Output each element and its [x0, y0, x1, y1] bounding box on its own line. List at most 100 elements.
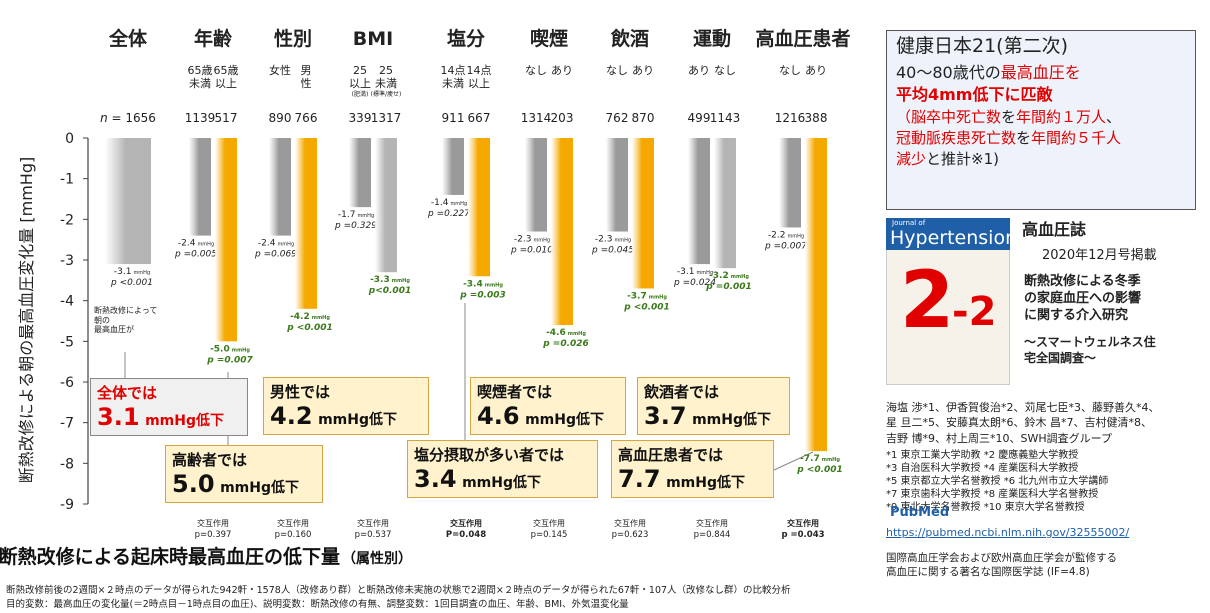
value-label: -1.4 mmHg — [431, 198, 467, 208]
journal-title: 高血圧誌 — [1022, 220, 1087, 239]
value-number: -4.2 — [290, 312, 310, 322]
bar — [105, 138, 151, 265]
callout-unit: mmHg低下 — [525, 412, 605, 428]
callout-title: 高血圧患者では — [618, 446, 724, 464]
callout-title: 喫煙者では — [477, 383, 553, 401]
callout-unit: mmHg低下 — [692, 412, 772, 428]
group-label: 運動 — [692, 28, 732, 50]
callout-unit: mmHg低下 — [318, 412, 398, 428]
summary-line: 冠動脈疾患死亡数を年間約５千人 — [896, 128, 1121, 149]
bar-label: なし — [606, 64, 628, 77]
interaction-p: p=0.844 — [693, 530, 731, 540]
value-label: -3.3 mmHg — [370, 275, 410, 285]
bar-label: 65歳 以上 — [213, 64, 239, 91]
summary-line: 減少と推計※1) — [896, 149, 1121, 170]
callout-title: 飲酒者では — [644, 383, 720, 401]
interaction-label: 交互作用 — [696, 519, 728, 528]
value-unit: mmHg — [232, 347, 251, 353]
journal-of: Journal of — [892, 219, 926, 227]
value-label: -4.2 mmHg — [290, 312, 330, 322]
value-label: -4.6 mmHg — [546, 328, 586, 338]
summary-segment: 年間約１万人 — [1016, 107, 1107, 126]
summary-title: 健康日本21(第二次) — [896, 35, 1069, 57]
interaction-label: 交互作用 — [197, 519, 229, 528]
bar-label: 65歳 未満 — [187, 64, 213, 91]
y-tick-label: -2 — [60, 212, 74, 228]
value-label: -3.1 mmHg — [114, 267, 150, 277]
value-number: -1.7 — [338, 210, 356, 220]
value-unit: mmHg — [568, 331, 587, 337]
value-number: -3.3 — [370, 275, 390, 285]
y-axis-title: 断熱改修による朝の最高血圧変化量 [mmHg] — [17, 157, 36, 483]
p-label: p =0.005 — [174, 250, 217, 260]
bar — [779, 138, 801, 228]
summary-box — [886, 30, 1196, 210]
callout-value: 4.6 — [477, 402, 520, 430]
n-value: 203 — [550, 111, 574, 125]
callout-unit: mmHg低下 — [462, 475, 542, 491]
p-label: p =0.003 — [459, 290, 506, 300]
value-label: -2.3 mmHg — [595, 235, 631, 245]
n-value: 1317 — [370, 111, 402, 125]
value-unit: mmHg — [133, 270, 150, 276]
bar-label: 25 未満 — [375, 64, 397, 91]
callout-line: 5.0 mmHg低下 — [172, 470, 316, 498]
journal-note: 国際高血圧学会および欧州高血圧学会が監修する 高血圧に関する著名な国際医学誌 (… — [886, 552, 1117, 579]
group-label: 性別 — [273, 28, 313, 50]
value-number: -2.4 — [178, 239, 196, 249]
n-value: 388 — [804, 111, 828, 125]
interaction-p: p=0.397 — [194, 530, 232, 540]
y-tick-label: -1 — [60, 172, 74, 188]
footer: 断熱改修前後の2週間×２時点のデータが得られた942軒・1578人（改修あり群）… — [6, 585, 791, 610]
bar — [714, 138, 736, 269]
paper-title: 断熱改修による冬季 の家庭血圧への影響 に関する介入研究 — [1024, 274, 1142, 323]
bar-label: 25 以上 — [349, 64, 371, 91]
bar-label: なし — [714, 64, 736, 77]
n-value: 890 — [268, 111, 292, 125]
value-unit: mmHg — [197, 242, 214, 248]
value-number: -3.1 — [114, 267, 132, 277]
value-label: -3.2 mmHg — [709, 271, 749, 281]
interaction-p: p =0.043 — [781, 530, 825, 540]
callout: 飲酒者では 3.7 mmHg低下 — [637, 377, 790, 435]
value-number: -3.2 — [709, 271, 729, 281]
bar-note: (標準/痩せ) — [370, 91, 402, 98]
bar — [442, 138, 464, 195]
n-value: 1139 — [184, 111, 216, 125]
group-label: 塩分 — [446, 28, 486, 50]
summary-segment: 最高血圧を — [1000, 63, 1081, 82]
y-tick-label: -7 — [60, 416, 74, 432]
callout: 高齢者では 5.0 mmHg低下 — [165, 445, 323, 503]
callout-line: 3.7 mmHg低下 — [644, 402, 783, 430]
interaction-p: P=0.048 — [445, 530, 487, 540]
value-label: -3.7 mmHg — [627, 291, 667, 301]
interaction-label: 交互作用 — [450, 519, 482, 528]
summary-segment: 、 — [1106, 107, 1122, 126]
value-unit: mmHg — [649, 294, 668, 300]
callout-value: 7.7 — [618, 465, 661, 493]
pubmed-url[interactable]: https://pubmed.ncbi.nlm.nih.gov/32555002… — [886, 526, 1130, 539]
n-value: 762 — [605, 111, 629, 125]
value-label: -3.4 mmHg — [463, 279, 503, 289]
bar — [805, 138, 827, 452]
callout-line: 4.2 mmHg低下 — [270, 402, 422, 430]
y-tick-label: -9 — [60, 497, 74, 513]
issue-sub: -2 — [952, 289, 997, 335]
value-label: -2.2 mmHg — [768, 230, 804, 240]
n-value: 870 — [631, 111, 655, 125]
n-value: 766 — [294, 111, 318, 125]
callout-value: 3.7 — [644, 402, 687, 430]
bar-label: 14点 以上 — [466, 64, 492, 91]
value-unit: mmHg — [277, 242, 294, 248]
value-number: -7.7 — [800, 454, 820, 464]
summary-text: 40～80歳代の最高血圧を 平均4mm低下に匹敵 （脳卒中死亡数を年間約１万人、冠… — [896, 62, 1121, 170]
callout-value: 5.0 — [172, 470, 215, 498]
value-label: -2.4 mmHg — [178, 239, 214, 249]
y-tick-label: -4 — [60, 294, 74, 310]
p-label: p =0.007 — [764, 241, 807, 251]
callout: 男性では 4.2 mmHg低下 — [263, 377, 429, 435]
interaction-label: 交互作用 — [614, 519, 646, 528]
callout-line: 7.7 mmHg低下 — [618, 465, 767, 493]
authors: 海塩 渉*1、伊香賀俊治*2、苅尾七臣*3、藤野善久*4、 星 旦二*5、安藤真… — [886, 401, 1160, 445]
